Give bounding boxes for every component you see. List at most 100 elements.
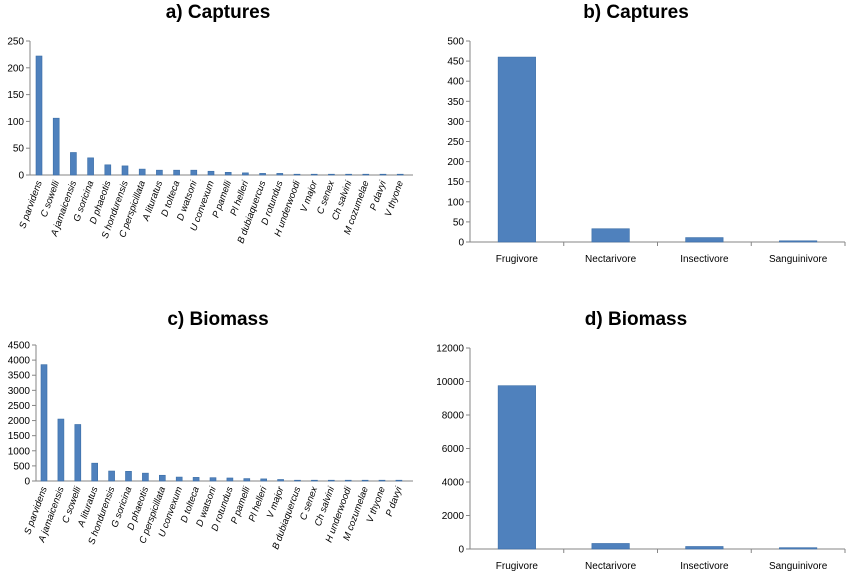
bar-10 [192, 477, 200, 482]
y-tick-label: 150 [447, 177, 464, 188]
bar-7 [138, 168, 146, 176]
bar-11 [207, 170, 215, 176]
y-tick-label: 400 [447, 77, 464, 88]
y-tick-label: 2000 [442, 511, 465, 522]
y-tick-label: 250 [7, 37, 24, 48]
chart-title: a) Captures [166, 2, 271, 23]
y-tick-label: 450 [447, 57, 464, 68]
chart-panel-c: c) Biomass 0 500 1000 1500 2000 2500 3000 3500 40… [8, 309, 413, 551]
bar-4 [779, 547, 818, 550]
y-tick-label: 3000 [8, 386, 31, 397]
bar-4 [779, 240, 818, 243]
bar-16 [294, 479, 301, 482]
bar-13 [242, 172, 249, 176]
y-tick-label: 500 [13, 461, 30, 472]
bar-14 [260, 478, 268, 482]
y-tick-label: 350 [447, 97, 464, 108]
bar-12 [226, 477, 234, 482]
bar-4 [91, 462, 98, 482]
bar-3 [685, 546, 724, 550]
y-tick-label: 100 [7, 117, 24, 128]
x-tick-label: Insectivore [680, 254, 729, 265]
x-tick-label: Sanguinivore [769, 561, 828, 572]
bar-1 [35, 55, 43, 176]
bar-8 [156, 169, 163, 176]
y-tick-label: 1500 [8, 431, 31, 442]
bar-2 [591, 543, 630, 550]
bar-4 [87, 157, 94, 176]
y-tick-label: 2000 [8, 416, 31, 427]
x-tick-label: Frugivore [496, 254, 539, 265]
y-tick-label: 12000 [436, 344, 464, 355]
bar-5 [104, 164, 112, 176]
chart-panel-b: b) Captures 0 50 100 150 200 250 300 350 400 450 50… [447, 2, 846, 265]
y-tick-label: 0 [458, 238, 464, 249]
bar-14 [259, 173, 266, 176]
bar-12 [224, 172, 232, 176]
chart-panel-d: d) Biomass 0 2000 4000 6000 8000 10000 12000 Fru… [436, 309, 846, 572]
bar-15 [276, 173, 284, 176]
y-tick-label: 0 [458, 545, 464, 556]
bar-2 [591, 228, 630, 243]
bar-1 [40, 364, 48, 482]
y-tick-label: 3500 [8, 371, 31, 382]
bar-17 [311, 479, 318, 482]
y-tick-label: 4000 [8, 356, 31, 367]
chart-title: b) Captures [583, 2, 689, 23]
bar-22 [395, 479, 403, 482]
y-tick-label: 100 [447, 197, 464, 208]
y-tick-label: 0 [18, 171, 24, 182]
bar-10 [190, 169, 198, 176]
bar-6 [121, 165, 129, 176]
x-tick-label: Nectarivore [585, 561, 637, 572]
bar-5 [108, 470, 115, 482]
bar-19 [345, 173, 352, 176]
y-tick-label: 1000 [8, 446, 31, 457]
bar-21 [378, 479, 386, 482]
bar-7 [142, 472, 149, 482]
y-tick-label: 250 [447, 137, 464, 148]
bar-13 [243, 478, 251, 482]
bar-18 [327, 479, 335, 482]
bar-3 [70, 152, 77, 176]
bar-2 [52, 117, 60, 176]
bar-19 [344, 479, 352, 482]
x-tick-label: S parvidens [17, 179, 45, 230]
bar-9 [175, 476, 183, 482]
bar-20 [361, 479, 369, 482]
y-tick-label: 10000 [436, 377, 464, 388]
bar-22 [396, 173, 404, 176]
y-tick-label: 8000 [442, 411, 465, 422]
bar-1 [497, 385, 536, 550]
bar-2 [57, 418, 65, 482]
y-tick-label: 4500 [8, 341, 31, 352]
bar-21 [379, 173, 387, 176]
y-tick-label: 200 [447, 157, 464, 168]
bar-3 [74, 424, 82, 482]
bar-20 [362, 173, 370, 176]
x-tick-label: Frugivore [496, 561, 539, 572]
y-tick-label: 0 [24, 477, 30, 488]
y-tick-label: 500 [447, 37, 464, 48]
x-tick-label: Insectivore [680, 561, 729, 572]
bar-9 [173, 169, 180, 176]
bar-15 [277, 479, 284, 482]
bar-17 [310, 173, 318, 176]
bar-16 [293, 173, 301, 176]
y-tick-label: 50 [13, 144, 25, 155]
y-tick-label: 150 [7, 90, 24, 101]
x-tick-label: Nectarivore [585, 254, 637, 265]
y-tick-label: 300 [447, 117, 464, 128]
y-tick-label: 6000 [442, 444, 465, 455]
y-tick-label: 2500 [8, 401, 31, 412]
x-tick-label: Sanguinivore [769, 254, 828, 265]
bar-6 [125, 471, 132, 482]
bar-11 [209, 477, 217, 482]
chart-title: c) Biomass [167, 309, 268, 330]
chart-title: d) Biomass [585, 309, 687, 330]
bar-18 [328, 173, 335, 176]
y-tick-label: 4000 [442, 478, 465, 489]
y-tick-label: 50 [453, 217, 465, 228]
y-tick-label: 200 [7, 63, 24, 74]
